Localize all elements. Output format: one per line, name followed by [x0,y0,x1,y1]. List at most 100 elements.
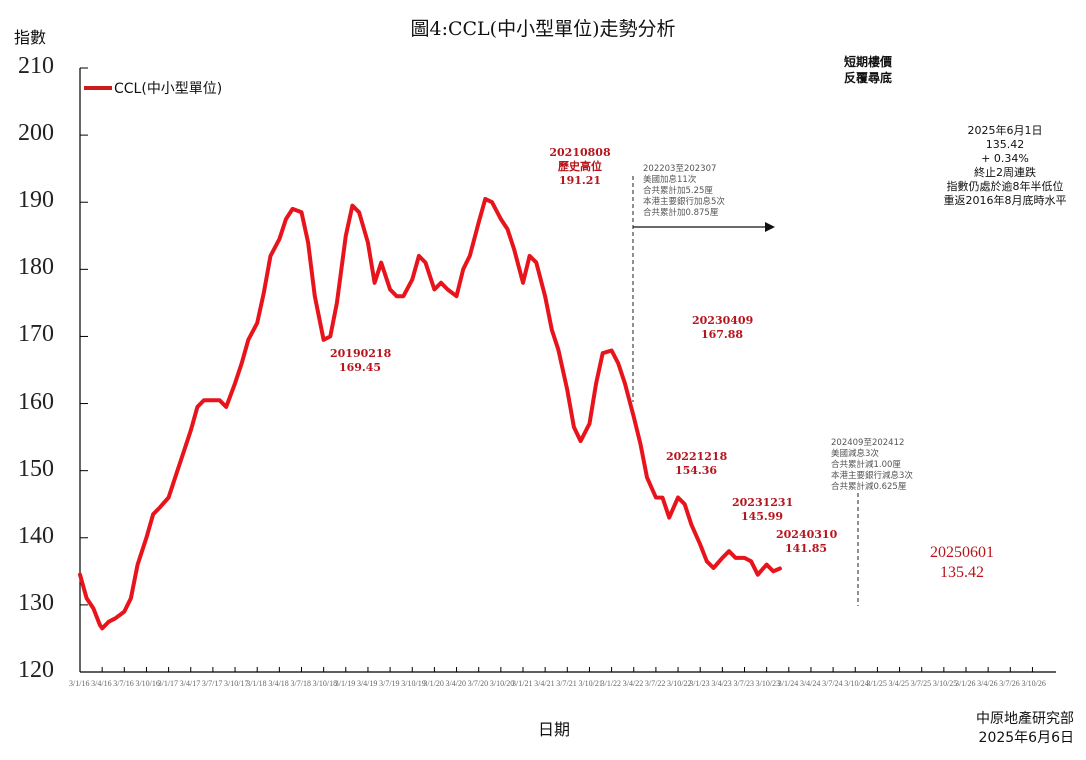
cut-line: 合共累計減0.625厘 [831,482,907,492]
x-tick-label: 3/7/17 [202,679,222,688]
legend: CCL(中小型單位) [84,78,222,98]
ccl-series-line [78,196,782,631]
summary-note: 2025年6月1日 135.42 + 0.34% 終止2周連跌 指數仍處於逾8年… [930,124,1080,208]
cut-line: 合共累計減1.00厘 [831,460,901,470]
annotation-peak-2023: 20230409 167.88 [692,314,754,342]
annotation-value: 145.99 [740,510,784,523]
x-tick-label: 3/1/20 [423,679,443,688]
x-tick-label: 3/7/20 [468,679,488,688]
cut-line: 202409至202412 [831,438,905,448]
x-tick-label: 3/7/23 [734,679,754,688]
y-tick-label: 160 [18,388,54,415]
x-tick-label: 3/7/19 [379,679,399,688]
y-tick-label: 150 [18,455,54,482]
summary-line: + 0.34% [981,152,1029,165]
annotation-value: 141.85 [784,542,828,555]
x-tick-label: 3/4/19 [357,679,377,688]
y-tick-label: 200 [18,120,54,147]
summary-line: 2025年6月1日 [967,124,1043,137]
x-tick-label: 3/10/17 [224,679,248,688]
x-tick-label: 3/10/24 [844,679,868,688]
x-tick-label: 3/10/26 [1021,679,1045,688]
x-tick-label: 3/4/17 [180,679,200,688]
x-tick-label: 3/4/23 [711,679,731,688]
annotation-date: 20250601 [930,544,994,561]
x-axis-title: 日期 [538,720,571,739]
x-tick-label: 3/4/16 [91,679,111,688]
x-tick-label: 3/1/21 [512,679,532,688]
x-tick-label: 3/7/22 [645,679,665,688]
x-tick-label: 3/4/21 [534,679,554,688]
x-tick-label: 3/4/24 [800,679,820,688]
y-tick-label: 180 [18,254,54,281]
x-tick-label: 3/1/19 [335,679,355,688]
annotation-value: 167.88 [700,328,744,341]
x-tick-label: 3/1/25 [866,679,886,688]
x-tick-label: 3/7/26 [999,679,1019,688]
short-term-line-2: 反覆尋底 [843,71,892,85]
annotation-value: 154.36 [674,464,718,477]
x-tick-label: 3/10/21 [578,679,602,688]
x-tick-label: 3/10/20 [490,679,514,688]
x-tick-label: 3/1/26 [955,679,975,688]
annotation-date: 20221218 [666,450,728,463]
y-tick-label: 120 [18,657,54,683]
x-tick-label: 3/1/16 [69,679,89,688]
y-tick-label: 190 [18,187,54,214]
x-tick-label: 3/10/18 [313,679,337,688]
summary-line: 重返2016年8月底時水平 [943,194,1067,207]
annotation-2023-end: 20231231 145.99 [732,496,794,524]
x-tick-label: 3/10/23 [756,679,780,688]
x-tick-label: 3/4/26 [977,679,997,688]
summary-line: 終止2周連跌 [974,166,1036,179]
hike-line: 合共累計加5.25厘 [643,186,713,196]
annotation-latest: 20250601 135.42 [922,543,1002,583]
annotation-low-2019: 20190218 169.45 [330,347,392,375]
y-tick-label: 140 [18,522,54,549]
x-tick-label: 3/4/18 [268,679,288,688]
y-tick-label: 170 [18,321,54,348]
x-tick-label: 3/7/18 [291,679,311,688]
source-credit: 中原地產研究部 2025年6月6日 [976,710,1074,748]
hike-line: 美國加息11次 [643,175,697,185]
x-tick-label: 3/1/17 [158,679,178,688]
x-tick-label: 3/1/24 [778,679,798,688]
x-tick-label: 3/10/19 [401,679,425,688]
x-tick-label: 3/7/16 [113,679,133,688]
y-tick-label: 210 [18,53,54,79]
annotation-date: 20190218 [330,347,392,360]
annotation-date: 20230409 [692,314,754,327]
x-tick-label: 3/10/16 [135,679,159,688]
x-tick-label: 3/4/22 [623,679,643,688]
x-tick-label: 3/7/25 [911,679,931,688]
short-term-line-1: 短期樓價 [843,55,892,69]
annotation-value: 135.42 [940,564,984,581]
annotation-date: 20240310 [776,528,838,541]
x-tick-label: 3/7/21 [556,679,576,688]
hike-line: 合共累計加0.875厘 [643,208,719,218]
x-tick-label: 3/10/22 [667,679,691,688]
rate-cut-note: 202409至202412 美國減息3次 合共累計減1.00厘 本港主要銀行減息… [831,438,913,493]
annotation-date: 20231231 [732,496,794,509]
x-tick-label: 3/1/18 [246,679,266,688]
source-date: 2025年6月6日 [978,730,1074,746]
annotation-2024-mar: 20240310 141.85 [776,528,838,556]
summary-line: 指數仍處於逾8年半低位 [946,180,1064,193]
annotation-date: 20210808 [549,146,611,159]
x-tick-label: 3/4/20 [446,679,466,688]
y-tick-label: 130 [18,589,54,616]
annotation-low-2022: 20221218 154.36 [666,450,728,478]
legend-swatch [84,86,112,90]
legend-label: CCL(中小型單位) [114,81,223,97]
chart-title: 圖4:CCL(中小型單位)走勢分析 [410,18,676,40]
x-tick-label: 3/10/25 [933,679,957,688]
rate-hike-note: 202203至202307 美國加息11次 合共累計加5.25厘 本港主要銀行加… [643,164,725,219]
hike-line: 本港主要銀行加息5次 [643,197,725,207]
annotation-high-2021: 20210808 歷史高位 191.21 [545,146,615,188]
cut-line: 本港主要銀行減息3次 [831,471,913,481]
hike-line: 202203至202307 [643,164,717,174]
x-tick-label: 3/1/23 [689,679,709,688]
x-tick-label: 3/4/25 [889,679,909,688]
source-name: 中原地產研究部 [976,711,1074,727]
